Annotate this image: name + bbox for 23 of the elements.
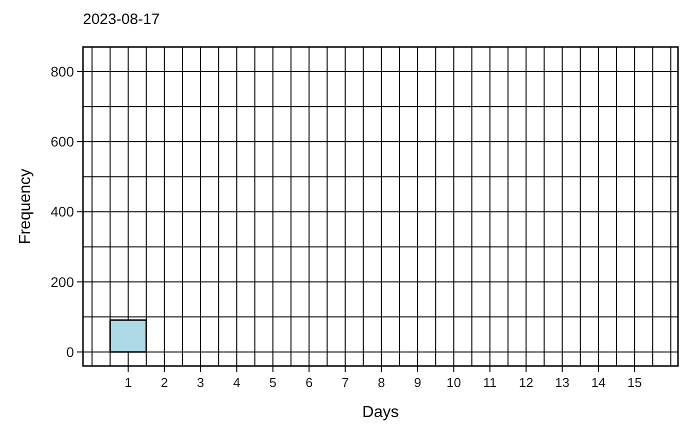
x-tick-label: 2 <box>160 375 168 390</box>
y-tick-label: 800 <box>50 63 74 80</box>
x-tick-label: 14 <box>591 375 606 390</box>
x-tick-label: 6 <box>305 375 313 390</box>
y-tick-label: 400 <box>50 204 74 220</box>
x-tick-label: 11 <box>483 375 497 390</box>
y-tick-label: 0 <box>66 344 74 360</box>
x-tick-label: 10 <box>446 375 461 390</box>
x-tick-label: 13 <box>555 375 570 390</box>
y-tick-label: 600 <box>50 134 74 150</box>
x-axis-title: Days <box>362 404 399 421</box>
y-axis-title: Frequency <box>17 168 34 244</box>
x-tick-label: 8 <box>378 375 386 390</box>
x-tick-label: 1 <box>124 375 132 390</box>
chart-title: 2023-08-17 <box>83 11 160 28</box>
x-tick-label: 5 <box>269 375 277 390</box>
x-tick-label: 4 <box>233 375 240 390</box>
x-tick-label: 12 <box>518 375 534 390</box>
x-tick-label: 3 <box>196 375 204 390</box>
x-tick-label: 7 <box>342 375 349 390</box>
x-tick-label: 9 <box>414 375 422 390</box>
y-tick-label: 200 <box>50 274 74 290</box>
x-tick-label: 15 <box>627 375 642 390</box>
